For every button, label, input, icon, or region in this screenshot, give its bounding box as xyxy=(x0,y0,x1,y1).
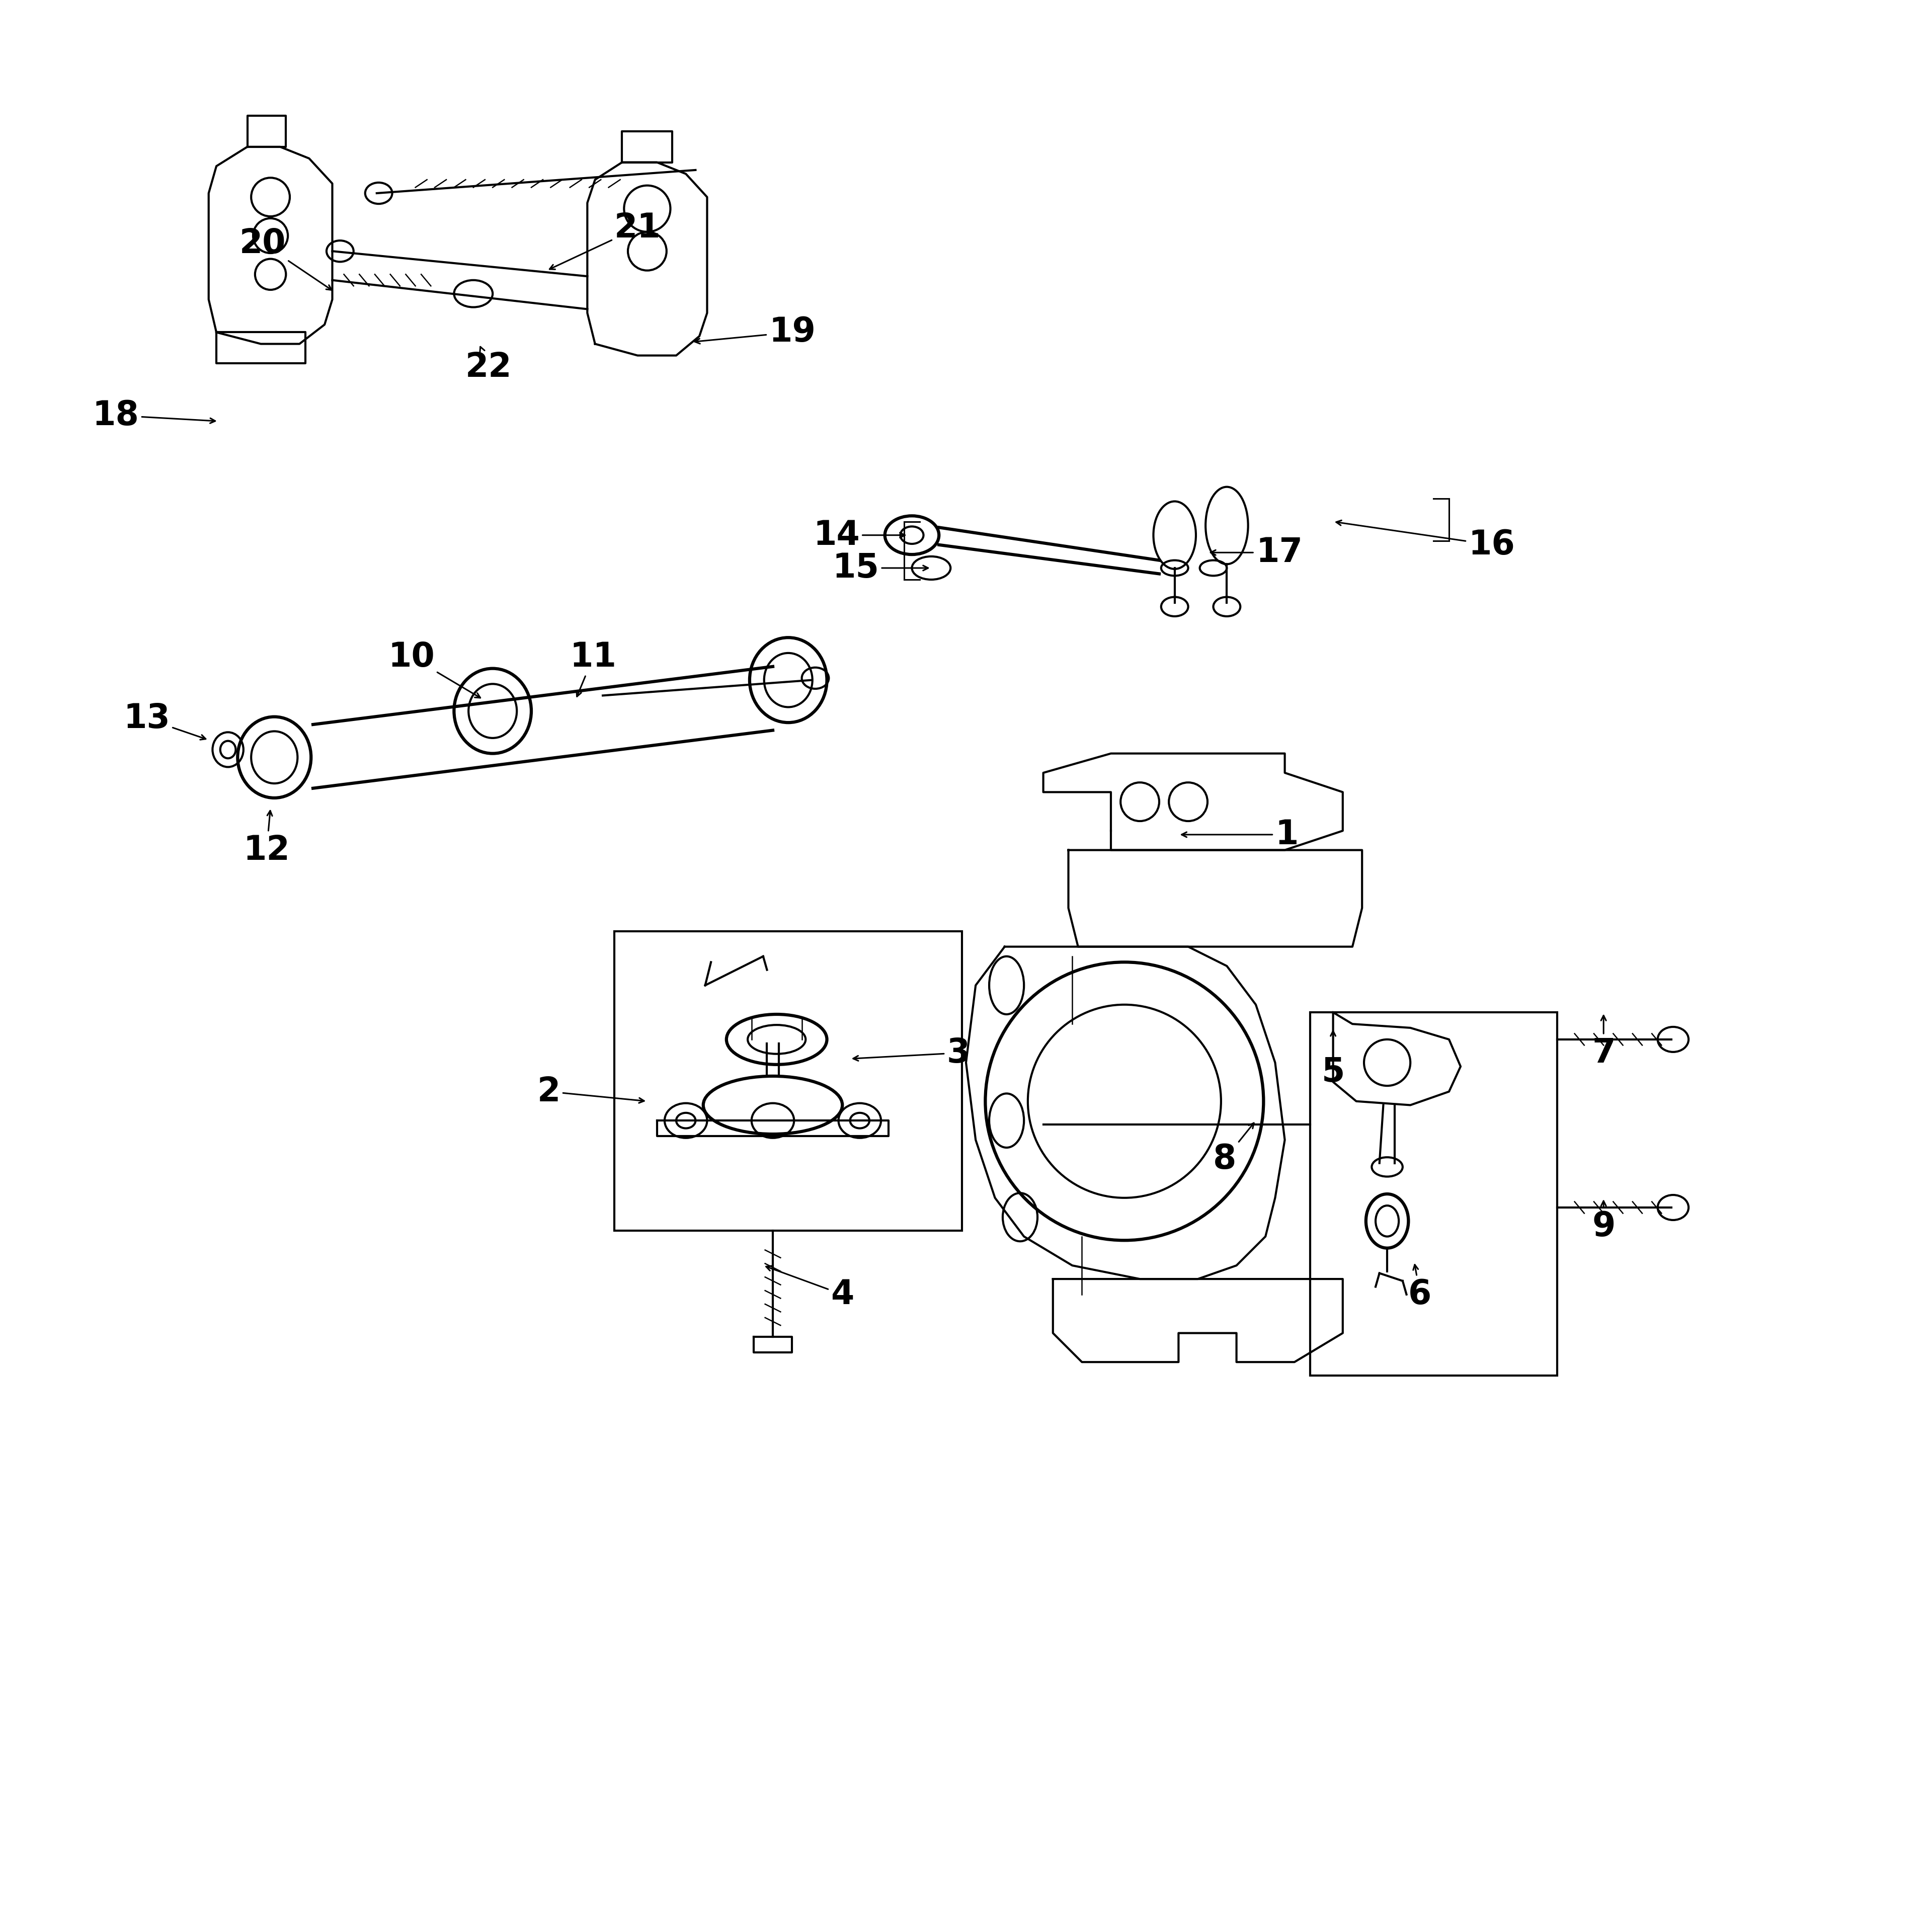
Text: 18: 18 xyxy=(93,398,214,433)
Text: 5: 5 xyxy=(1321,1032,1345,1090)
Bar xyxy=(614,931,962,1231)
Text: 20: 20 xyxy=(240,226,332,290)
Text: 9: 9 xyxy=(1592,1202,1615,1244)
Text: 12: 12 xyxy=(243,811,290,867)
Text: 7: 7 xyxy=(1592,1016,1615,1070)
Text: 19: 19 xyxy=(696,315,815,350)
Text: 10: 10 xyxy=(388,639,481,697)
Text: 17: 17 xyxy=(1211,535,1302,570)
Text: 11: 11 xyxy=(570,639,616,697)
Text: 14: 14 xyxy=(813,518,904,553)
Text: 15: 15 xyxy=(833,551,927,585)
Bar xyxy=(1310,1012,1557,1376)
Text: 6: 6 xyxy=(1408,1265,1432,1312)
Text: 16: 16 xyxy=(1337,520,1515,562)
Text: 13: 13 xyxy=(124,701,205,740)
Text: 21: 21 xyxy=(549,211,661,269)
Text: 8: 8 xyxy=(1213,1122,1254,1177)
Text: 22: 22 xyxy=(466,346,512,384)
Text: 1: 1 xyxy=(1182,817,1298,852)
Text: 4: 4 xyxy=(767,1265,854,1312)
Text: 3: 3 xyxy=(854,1036,970,1070)
Text: 2: 2 xyxy=(537,1074,643,1109)
